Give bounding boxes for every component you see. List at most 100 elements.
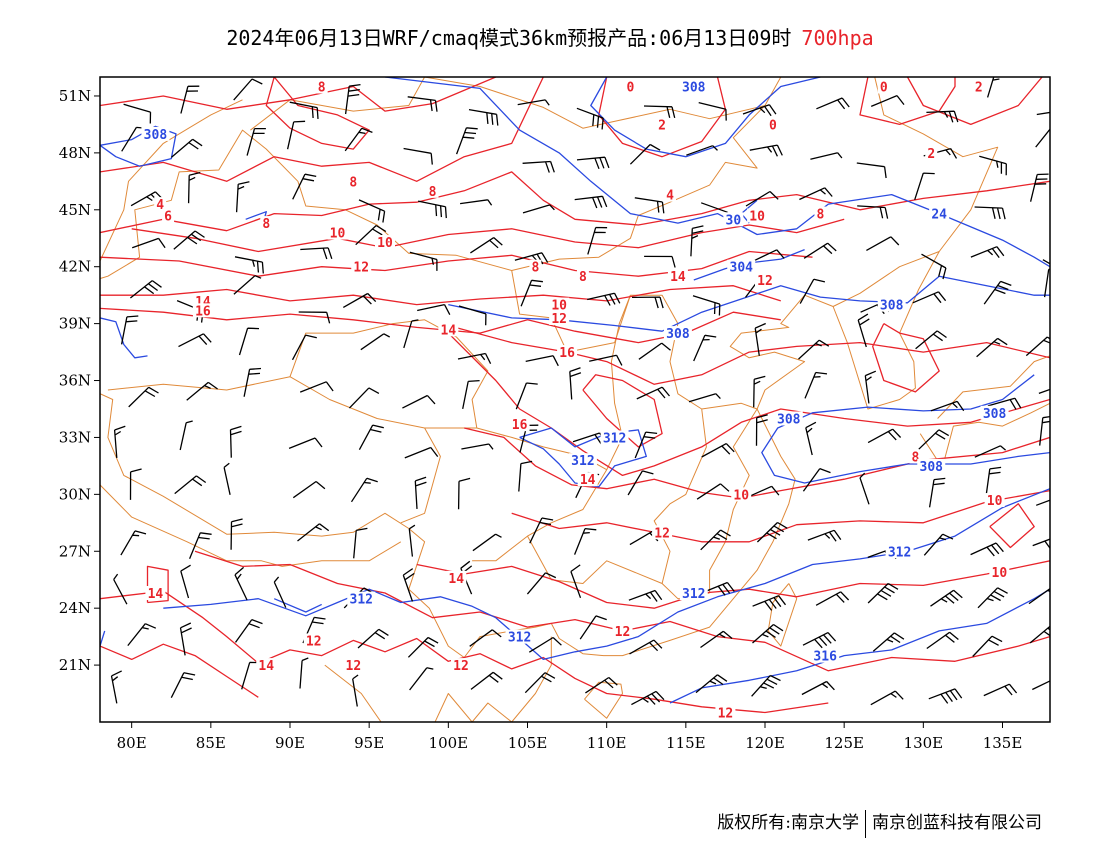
wind-barb: [755, 414, 768, 446]
wind-barb: [344, 83, 361, 115]
wind-barb: [128, 386, 159, 408]
wind-barb: [1038, 388, 1050, 395]
contour-label-bg: [972, 79, 985, 94]
wind-barb: [299, 381, 334, 393]
wind-barb: [802, 467, 831, 492]
wind-barb: [801, 680, 835, 696]
wind-barb: [576, 156, 610, 170]
temperature-label: 6: [164, 209, 172, 224]
wind-barb: [357, 628, 389, 649]
wind-barb: [867, 428, 902, 444]
height-contour: [273, 598, 322, 613]
wind-barb: [644, 255, 676, 268]
wind-barb: [352, 674, 359, 707]
wind-barb: [983, 683, 1018, 697]
wind-barb: [518, 460, 533, 492]
wind-barb: [123, 103, 152, 124]
contour-label-bg: [814, 206, 827, 221]
wind-barb: [348, 387, 380, 409]
wind-barb: [631, 690, 665, 706]
contour-label-bg: [141, 126, 170, 141]
wind-barb: [587, 292, 621, 306]
boundary-line: [100, 77, 999, 658]
wind-barb: [455, 127, 478, 155]
copyright-separator: [865, 809, 866, 838]
height-label: 30: [726, 213, 742, 228]
wind-barb: [686, 145, 718, 156]
temperature-contour: [100, 77, 544, 182]
wind-barb: [113, 425, 126, 458]
wind-barb: [638, 342, 671, 360]
contour-label-bg: [723, 212, 744, 227]
lat-label: 24N: [59, 599, 91, 617]
lat-label: 33N: [59, 428, 91, 446]
wind-barb: [631, 296, 664, 309]
wind-barb: [344, 127, 373, 152]
temperature-label: 8: [318, 80, 326, 95]
wind-barb: [1043, 268, 1050, 298]
wind-barb: [804, 371, 828, 399]
boundary-line: [701, 402, 758, 593]
wind-barb: [923, 533, 954, 556]
wind-barb: [754, 322, 766, 356]
wind-barb: [857, 205, 889, 219]
wind-barb: [235, 181, 250, 213]
lon-label: 115E: [666, 734, 706, 752]
boundary-line: [832, 251, 940, 410]
wind-barb: [458, 305, 487, 326]
contour-label-bg: [327, 225, 348, 240]
wind-barb: [291, 334, 317, 361]
wind-barb: [522, 160, 555, 173]
height-label: 308: [144, 128, 168, 143]
temperature-label: 12: [757, 274, 773, 289]
contour-label-bg: [145, 586, 166, 600]
wind-barb: [403, 319, 419, 349]
wind-barb: [867, 582, 899, 604]
wind-barb: [987, 397, 1022, 410]
wind-barb: [634, 197, 665, 214]
contour-label-bg: [663, 326, 692, 341]
latitude-axis: 51N 48N 45N 42N 39N 36N 33N 30N 27N 24N 21N: [59, 87, 91, 674]
wind-barb: [569, 367, 582, 400]
wind-barb: [751, 674, 781, 697]
height-label: 304: [730, 261, 754, 276]
temperature-label: 14: [148, 587, 164, 602]
wind-barb: [402, 394, 436, 409]
map-title: 2024年06月13日WRF/cmaq模式36km预报产品:06月13日09时 7…: [0, 22, 1100, 51]
wind-barb: [985, 466, 1002, 497]
wind-barb: [912, 291, 947, 304]
contour-label-bg: [557, 345, 578, 360]
wind-barb: [701, 581, 735, 596]
wind-barb: [243, 367, 262, 397]
wind-barb: [113, 573, 128, 605]
wind-barb: [179, 622, 192, 656]
temperature-label: 4: [156, 198, 164, 213]
contour-label-bg: [877, 297, 906, 312]
wind-barb: [752, 623, 784, 644]
wind-barb: [300, 247, 333, 260]
temperature-label: 4: [666, 189, 674, 204]
wind-barbs: [110, 77, 1050, 707]
contour-label-bg: [774, 411, 803, 426]
wind-barb: [976, 337, 1008, 358]
temperature-label: 8: [262, 217, 270, 232]
wind-barb: [690, 225, 704, 257]
contour-label-bg: [315, 79, 328, 94]
temperature-label: 12: [718, 707, 734, 722]
temperature-contour: [100, 250, 813, 277]
boundary-line: [584, 681, 623, 719]
wind-barb: [404, 446, 439, 459]
wind-barb: [856, 162, 887, 179]
contour-label-bg: [154, 197, 167, 212]
contour-label-bg: [766, 117, 779, 132]
height-label: 312: [888, 545, 911, 560]
temperature-label: 12: [353, 261, 369, 276]
wind-barb: [698, 101, 727, 121]
wind-barb: [417, 303, 451, 316]
wind-barb: [756, 521, 788, 543]
contour-label-bg: [351, 259, 372, 274]
temperature-label: 10: [377, 236, 393, 251]
wind-barb: [120, 530, 147, 556]
temperature-contour: [416, 560, 1050, 609]
